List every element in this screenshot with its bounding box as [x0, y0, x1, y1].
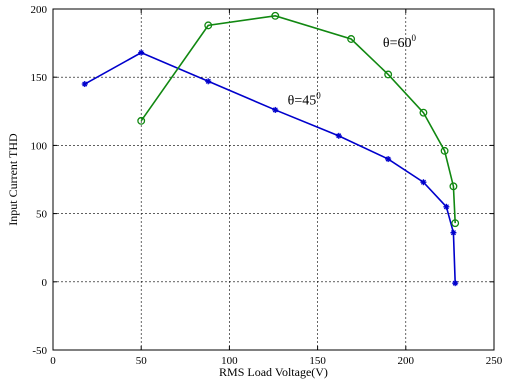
data-point [452, 280, 459, 287]
data-point [138, 49, 145, 56]
series-layer [81, 11, 460, 287]
annotation-label: θ=450 [288, 90, 322, 108]
data-point [443, 203, 450, 210]
data-point [385, 156, 392, 163]
series-line [140, 15, 456, 224]
x-tick-label: 200 [398, 355, 415, 367]
annotation-label: θ=600 [383, 33, 417, 51]
data-point [347, 35, 356, 43]
y-axis-label: Input Current THD [6, 133, 20, 226]
data-point [419, 108, 428, 117]
annotations: θ=600 θ=450 [288, 33, 417, 108]
x-tick-label: 100 [221, 355, 238, 367]
data-point [204, 21, 213, 30]
series-1 [81, 49, 459, 287]
y-tick-label: 150 [31, 72, 48, 84]
data-point [450, 229, 457, 236]
data-point [420, 179, 427, 186]
x-tick-label: 0 [50, 355, 56, 367]
y-tick-label: 50 [36, 209, 48, 221]
data-point [384, 70, 393, 79]
data-point [81, 81, 88, 88]
data-point [271, 11, 280, 20]
data-point [137, 116, 146, 125]
y-tick-label: 0 [42, 277, 48, 289]
data-point [272, 106, 279, 113]
data-point [440, 146, 449, 155]
data-point [449, 182, 458, 191]
data-point [451, 219, 460, 228]
grid-lines [53, 9, 494, 350]
x-tick-label: 50 [136, 355, 148, 367]
x-tick-label: 150 [309, 355, 326, 367]
y-tick-label: 100 [31, 140, 48, 152]
data-point [335, 132, 342, 139]
x-axis-label: RMS Load Voltage(V) [219, 365, 328, 379]
plot-frame [52, 8, 495, 351]
y-tick-label: -50 [32, 345, 47, 357]
series-line [84, 51, 456, 284]
data-point [205, 78, 212, 85]
series-2 [137, 11, 460, 228]
x-tick-label: 250 [486, 355, 503, 367]
y-tick-label: 200 [31, 4, 48, 16]
